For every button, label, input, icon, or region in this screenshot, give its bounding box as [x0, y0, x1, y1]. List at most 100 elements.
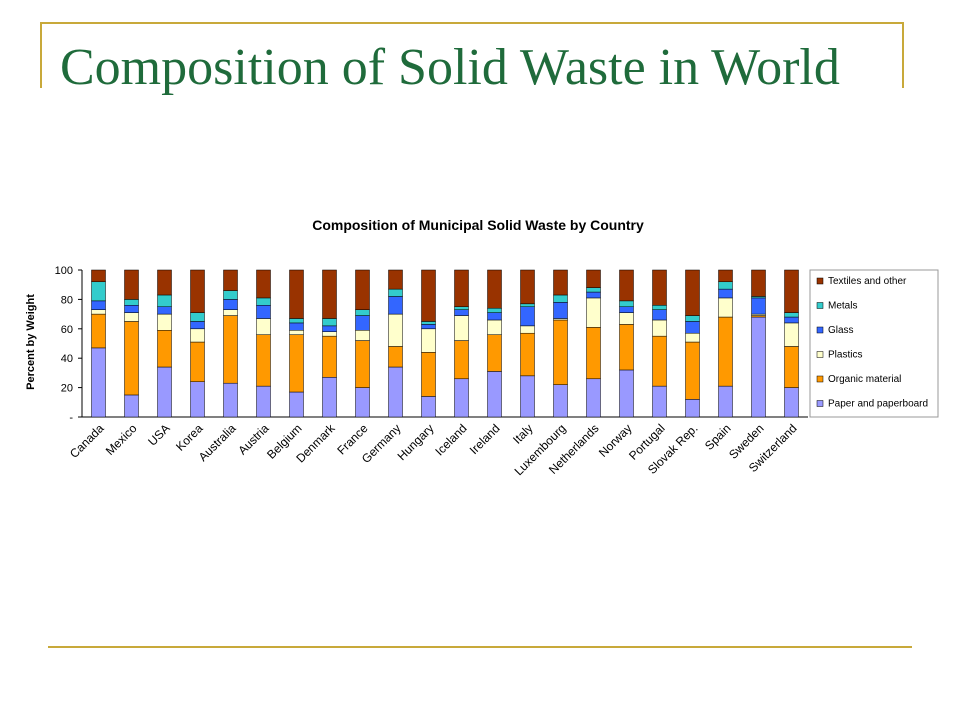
bar-segment: [124, 321, 139, 396]
bar-segment: [685, 269, 700, 316]
legend-swatch: [816, 277, 824, 285]
bar-segment: [553, 302, 568, 319]
bar-segment: [91, 281, 106, 302]
bar-segment: [487, 371, 502, 418]
y-tick-label: 60: [61, 324, 73, 336]
bar-segment: [223, 315, 238, 384]
bar-segment: [289, 330, 304, 335]
bar-segment: [784, 387, 799, 418]
bar-segment: [520, 375, 535, 418]
x-tick-label: Mexico: [103, 421, 140, 458]
bar-segment: [454, 269, 469, 307]
bar-segment: [388, 346, 403, 368]
bar-segment: [124, 394, 139, 418]
bar-segment: [388, 288, 403, 297]
bar-segment: [619, 369, 634, 418]
bar-segment: [652, 309, 667, 321]
bar-segment: [718, 316, 733, 387]
x-tick-label: Iceland: [432, 421, 469, 458]
bar-segment: [388, 296, 403, 315]
bar-segment: [157, 330, 172, 368]
bar-segment: [718, 385, 733, 418]
bar-segment: [487, 312, 502, 321]
bar-segment: [91, 269, 106, 283]
bar-segment: [223, 290, 238, 300]
x-tick-label: Ireland: [467, 421, 503, 457]
bar-segment: [619, 306, 634, 313]
legend-swatch: [816, 302, 824, 309]
bar-segment: [454, 309, 469, 316]
bar-segment: [256, 385, 271, 418]
bar-segment: [784, 269, 799, 313]
bar-segment: [421, 396, 436, 418]
bar-segment: [553, 384, 568, 418]
bar-segment: [751, 316, 766, 418]
legend-swatch: [816, 400, 824, 407]
legend-label: Organic material: [828, 374, 901, 385]
bar-segment: [553, 319, 568, 385]
bar-segment: [256, 269, 271, 299]
bar-segment: [454, 340, 469, 380]
bar-segment: [322, 269, 337, 319]
bar-segment: [487, 307, 502, 313]
bar-segment: [223, 299, 238, 310]
bar-segment: [685, 321, 700, 334]
bar-segment: [586, 297, 601, 328]
bar-segment: [157, 306, 172, 315]
bar-segment: [289, 269, 304, 319]
bar-segment: [124, 269, 139, 300]
bar-segment: [685, 315, 700, 322]
bar-segment: [355, 315, 370, 331]
y-axis-label: Percent by Weight: [25, 294, 37, 390]
bar-segment: [718, 269, 733, 283]
bar-segment: [190, 269, 205, 313]
bar-segment: [289, 318, 304, 324]
bar-segment: [619, 324, 634, 371]
bar-segment: [322, 335, 337, 378]
bar-segment: [652, 319, 667, 337]
bar-segment: [256, 297, 271, 306]
y-tick-label: 40: [61, 353, 73, 365]
bar-segment: [322, 377, 337, 418]
bar-segment: [751, 269, 766, 297]
stacked-bar-chart: Composition of Municipal Solid Waste by …: [25, 217, 939, 478]
bar-segment: [487, 269, 502, 309]
bar-segment: [190, 341, 205, 382]
x-tick-label: Hungary: [395, 421, 437, 463]
bar-segment: [388, 313, 403, 347]
bar-segment: [421, 328, 436, 353]
y-tick-label: 20: [61, 383, 73, 395]
frame-line-bottom: [48, 646, 912, 648]
bar-segment: [784, 312, 799, 318]
bar-segment: [223, 309, 238, 316]
bar-segment: [520, 269, 535, 305]
legend-label: Glass: [828, 325, 854, 336]
bar-segment: [190, 312, 205, 322]
bar-segment: [157, 366, 172, 418]
bar-segment: [454, 378, 469, 418]
bar-segment: [685, 399, 700, 418]
bar-segment: [652, 269, 667, 306]
bar-segment: [652, 385, 667, 418]
x-tick-label: USA: [145, 421, 172, 448]
bar-segment: [421, 321, 436, 325]
bar-segment: [586, 291, 601, 299]
bar-segment: [289, 322, 304, 331]
bar-segment: [586, 378, 601, 418]
bar-segment: [751, 297, 766, 315]
bar-segment: [124, 299, 139, 306]
bar-segment: [520, 332, 535, 377]
y-tick-label: -: [69, 412, 73, 424]
bar-segment: [388, 269, 403, 290]
bar-segment: [91, 309, 106, 315]
bar-segment: [157, 294, 172, 307]
bar-segment: [718, 297, 733, 318]
bar-segment: [355, 309, 370, 316]
bar-segment: [91, 313, 106, 349]
bar-segment: [124, 312, 139, 322]
bar-segment: [718, 281, 733, 290]
bar-segment: [223, 382, 238, 418]
bar-segment: [586, 269, 601, 288]
bar-segment: [784, 346, 799, 388]
legend-swatch: [816, 351, 824, 358]
